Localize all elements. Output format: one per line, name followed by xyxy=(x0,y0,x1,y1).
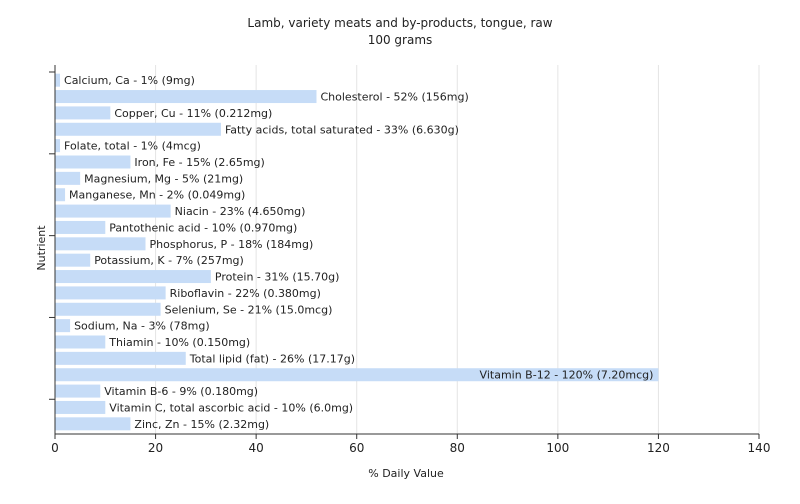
bar-label: Vitamin C, total ascorbic acid - 10% (6.… xyxy=(109,401,353,414)
bar xyxy=(55,155,131,169)
x-tick-label: 60 xyxy=(349,441,364,455)
bar-label: Vitamin B-12 - 120% (7.20mcg) xyxy=(480,369,654,382)
bar xyxy=(55,171,81,185)
bar xyxy=(55,237,146,251)
bar-label: Thiamin - 10% (0.150mg) xyxy=(108,336,250,349)
x-tick-label: 40 xyxy=(249,441,264,455)
bar-label: Niacin - 23% (4.650mg) xyxy=(175,205,306,218)
bar xyxy=(55,319,71,333)
x-tick-label: 20 xyxy=(148,441,163,455)
bar xyxy=(55,384,101,398)
bar-label: Sodium, Na - 3% (78mg) xyxy=(74,320,210,333)
bars: Calcium, Ca - 1% (9mg) Cholesterol - 52% … xyxy=(55,73,659,431)
bar-label: Zinc, Zn - 15% (2.32mg) xyxy=(134,418,269,431)
bar-label: Copper, Cu - 11% (0.212mg) xyxy=(114,107,272,120)
bar-label: Pantothenic acid - 10% (0.970mg) xyxy=(109,221,297,234)
axes: 0 20 40 60 80 100 120 140 xyxy=(49,65,770,455)
bar xyxy=(55,286,166,300)
x-tick-label: 100 xyxy=(546,441,569,455)
x-tick-label: 0 xyxy=(51,441,59,455)
bar xyxy=(55,351,186,365)
bar-label: Phosphorus, P - 18% (184mg) xyxy=(150,238,314,251)
x-tick-label: 120 xyxy=(647,441,670,455)
bar xyxy=(55,400,106,414)
bar-label: Cholesterol - 52% (156mg) xyxy=(320,91,468,104)
bar-label: Magnesium, Mg - 5% (21mg) xyxy=(84,172,243,185)
bar xyxy=(55,417,131,431)
bar-label: Protein - 31% (15.70g) xyxy=(215,271,340,284)
bar xyxy=(55,188,66,202)
x-axis-label: % Daily Value xyxy=(368,467,444,480)
bar-label: Iron, Fe - 15% (2.65mg) xyxy=(134,156,264,169)
chart-subtitle: 100 grams xyxy=(368,33,433,47)
bar xyxy=(55,335,106,349)
bar-label: Potassium, K - 7% (257mg) xyxy=(94,254,244,267)
y-axis-label: Nutrient xyxy=(35,225,48,271)
bar-label: Total lipid (fat) - 26% (17.17g) xyxy=(189,352,355,365)
x-tick-label: 80 xyxy=(450,441,465,455)
bar xyxy=(55,73,61,87)
x-tick-label: 140 xyxy=(748,441,771,455)
bar-label: Selenium, Se - 21% (15.0mcg) xyxy=(165,303,333,316)
bar xyxy=(55,368,659,382)
bar xyxy=(55,122,221,136)
bar-label: Riboflavin - 22% (0.380mg) xyxy=(170,287,321,300)
bar xyxy=(55,139,61,153)
bar xyxy=(55,302,161,316)
grid xyxy=(155,65,760,434)
bar-label: Calcium, Ca - 1% (9mg) xyxy=(64,74,195,87)
bar-label: Folate, total - 1% (4mcg) xyxy=(64,140,201,153)
bar xyxy=(55,253,91,267)
bar xyxy=(55,90,317,104)
bar xyxy=(55,204,171,218)
bar xyxy=(55,270,211,284)
bar-label: Vitamin B-6 - 9% (0.180mg) xyxy=(104,385,258,398)
bar xyxy=(55,106,111,120)
bar-label: Manganese, Mn - 2% (0.049mg) xyxy=(69,189,245,202)
bar xyxy=(55,220,106,234)
bar-label: Fatty acids, total saturated - 33% (6.63… xyxy=(225,123,459,136)
chart-title: Lamb, variety meats and by-products, ton… xyxy=(247,16,552,30)
